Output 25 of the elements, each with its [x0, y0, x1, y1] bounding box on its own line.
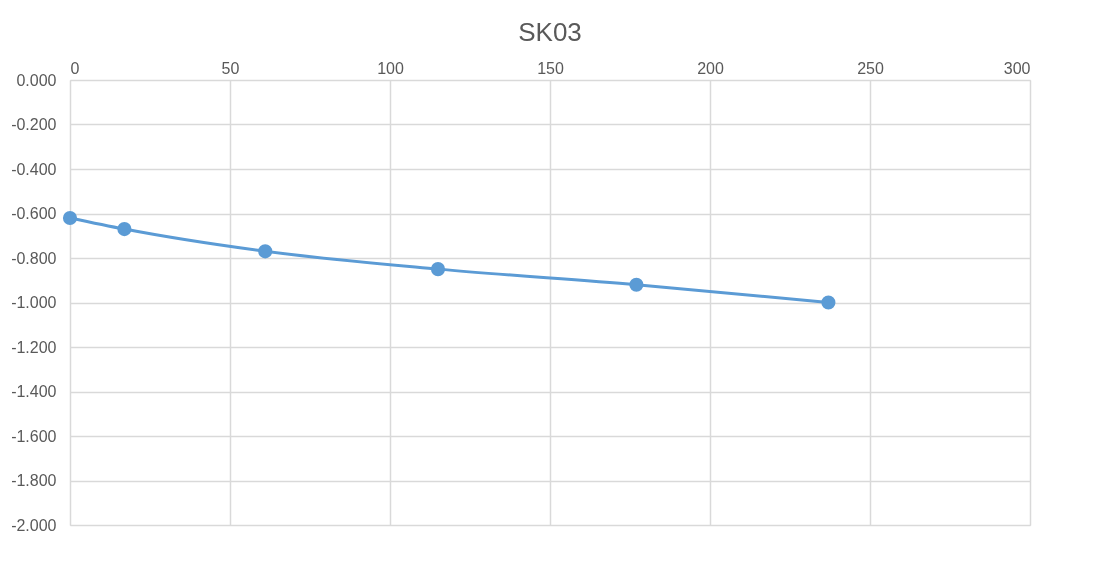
- x-tick-label: 300: [1003, 59, 1031, 77]
- x-tick-label: 0: [70, 59, 80, 77]
- y-tick-label: -1.800: [11, 472, 57, 489]
- x-tick-label: 50: [221, 59, 240, 77]
- y-tick-label: -1.400: [11, 383, 57, 400]
- x-tick-label: 250: [857, 59, 884, 77]
- point: [62, 210, 78, 226]
- x-tick-label: 100: [377, 59, 404, 77]
- y-tick-label: -0.800: [11, 249, 57, 267]
- point: [430, 262, 446, 277]
- point: [629, 277, 644, 292]
- y-tick-label: -0.200: [11, 116, 57, 133]
- y-tick-label: -2.000: [11, 516, 57, 534]
- point: [117, 222, 132, 237]
- y-tick-label: -0.400: [11, 160, 57, 178]
- point: [258, 244, 273, 259]
- y-tick-label: -0.600: [11, 205, 57, 222]
- x-tick-label: 150: [537, 59, 564, 77]
- y-tick-label: -1.600: [11, 427, 57, 445]
- y-tick-label: -1.200: [11, 338, 57, 356]
- chart-title: SK03: [518, 17, 582, 47]
- point: [821, 295, 836, 310]
- y-tick-label: -1.000: [11, 294, 57, 311]
- x-tick-label: 200: [697, 59, 724, 77]
- y-tick-label: 0.000: [16, 71, 57, 89]
